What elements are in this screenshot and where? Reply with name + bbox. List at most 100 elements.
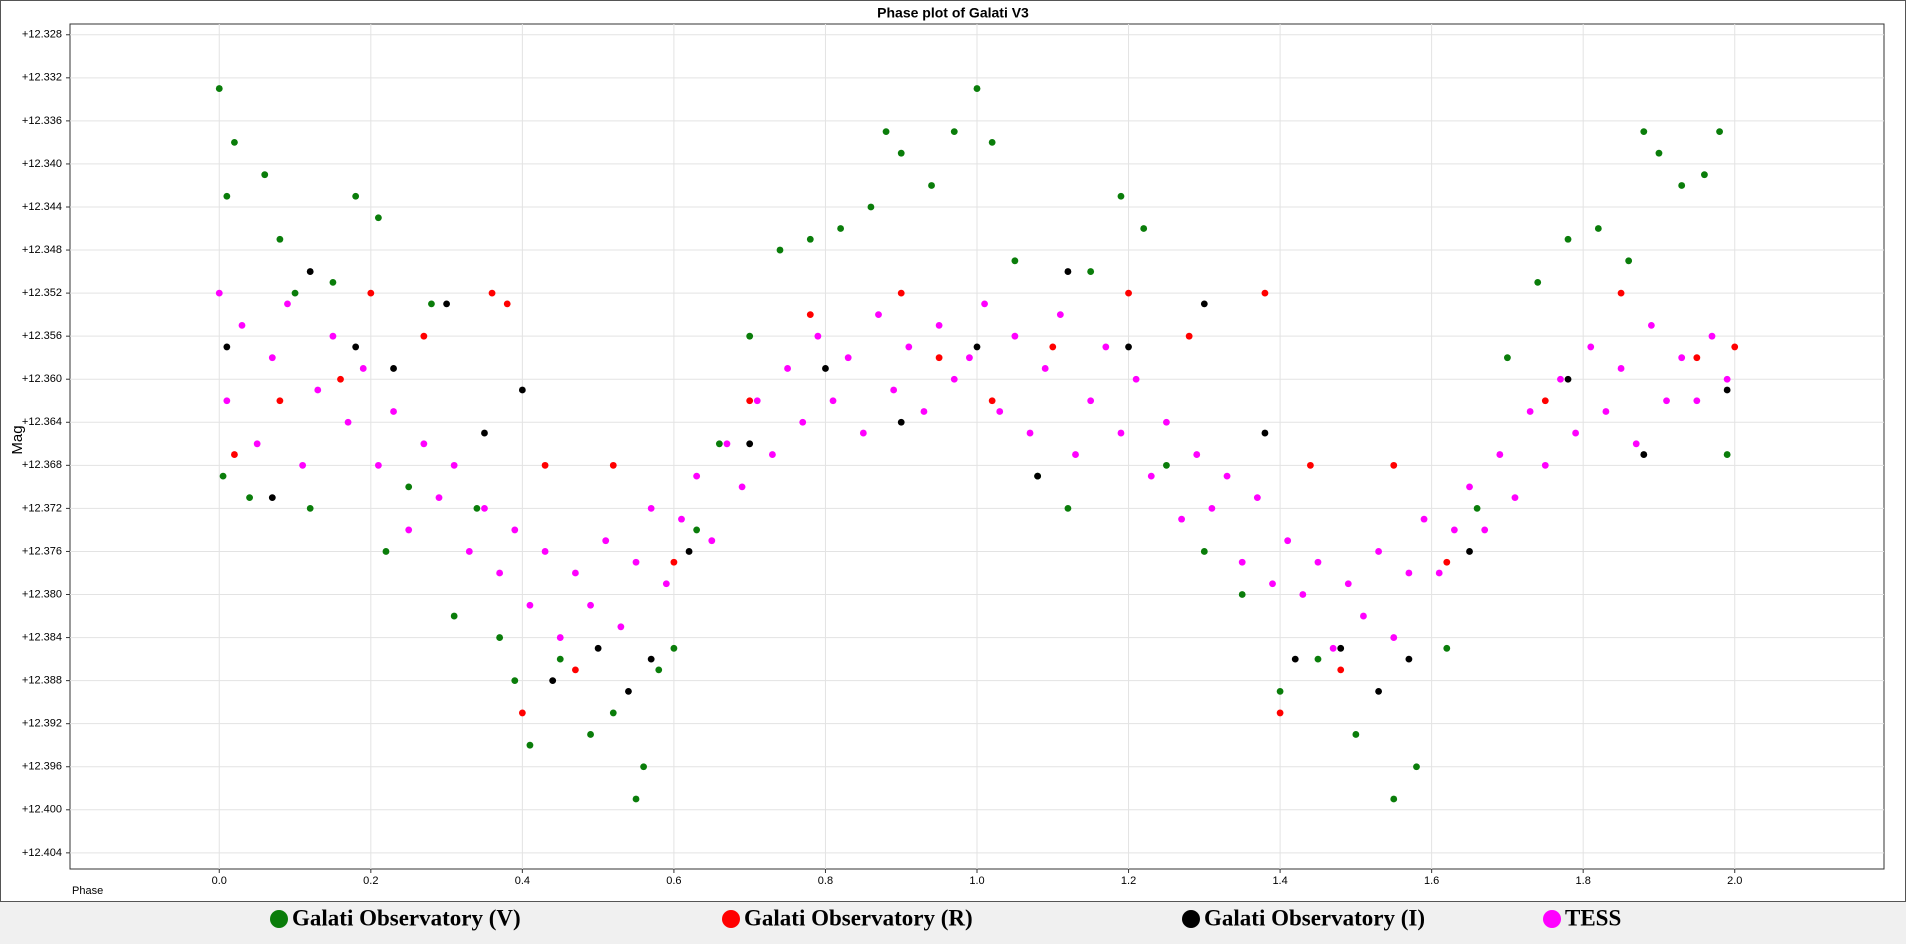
data-point (261, 171, 269, 179)
data-point (670, 558, 678, 566)
data-point (450, 612, 458, 620)
y-tick-label: +12.392 (22, 718, 62, 730)
data-point (223, 192, 231, 200)
x-tick-label: 1.4 (1272, 875, 1287, 887)
data-point (572, 666, 579, 674)
data-point (374, 461, 382, 469)
y-tick-label: +12.348 (22, 244, 62, 256)
y-tick-label: +12.384 (22, 631, 62, 643)
data-point (647, 504, 655, 512)
data-point (1041, 365, 1049, 372)
data-point (1466, 548, 1473, 555)
data-point (1541, 397, 1549, 405)
y-tick-label: +12.368 (22, 459, 62, 471)
data-point (776, 246, 784, 254)
data-point (1405, 655, 1413, 663)
data-point (617, 623, 625, 631)
data-point (935, 354, 943, 362)
data-point (473, 504, 481, 512)
legend-label: Galati Observatory (V) (292, 905, 521, 930)
data-point (1678, 354, 1686, 362)
data-point (632, 795, 640, 803)
y-tick-label: +12.388 (22, 675, 62, 687)
data-point (1557, 375, 1564, 383)
data-point (844, 354, 852, 362)
data-point (1132, 375, 1140, 383)
data-point (655, 666, 663, 674)
data-point (1026, 429, 1034, 437)
x-tick-label: 2.0 (1727, 875, 1742, 887)
data-point (806, 235, 814, 243)
data-point (1064, 504, 1072, 512)
data-point (1640, 451, 1648, 458)
data-point (1200, 548, 1208, 555)
data-point (685, 548, 693, 555)
data-point (1443, 558, 1451, 566)
chart-title: Phase plot of Galati V3 (877, 5, 1029, 21)
data-point (518, 386, 526, 394)
data-point (1011, 257, 1019, 265)
y-tick-label: +12.332 (22, 72, 62, 84)
data-point (503, 300, 511, 308)
x-tick-label: 0.4 (515, 875, 530, 887)
data-point (215, 85, 223, 92)
data-point (1663, 397, 1670, 405)
data-point (875, 311, 882, 319)
data-point (1200, 300, 1208, 308)
data-point (609, 709, 617, 717)
data-point (1435, 569, 1443, 577)
data-point (1299, 591, 1307, 598)
data-point (223, 397, 231, 405)
data-point (1049, 343, 1057, 351)
data-point (632, 558, 640, 566)
data-point (1238, 591, 1246, 598)
data-point (1708, 332, 1716, 340)
data-point (556, 634, 564, 641)
data-point (1178, 515, 1185, 523)
data-point (518, 709, 526, 717)
data-point (1337, 666, 1345, 674)
data-point (1731, 343, 1739, 351)
data-point (609, 461, 617, 469)
data-point (314, 386, 322, 394)
data-point (337, 375, 344, 383)
data-point (231, 451, 238, 458)
data-point (693, 526, 701, 534)
data-point (1344, 580, 1352, 588)
data-point (867, 203, 875, 211)
data-point (1117, 429, 1125, 437)
data-point (1087, 268, 1095, 275)
data-point (837, 225, 845, 232)
data-point (390, 408, 397, 415)
data-point (382, 548, 390, 555)
data-point (1056, 311, 1064, 319)
data-point (428, 300, 435, 308)
data-point (753, 397, 761, 405)
y-axis-label: Mag (9, 425, 26, 454)
data-point (973, 343, 981, 351)
data-point (594, 644, 602, 652)
data-point (1723, 451, 1731, 458)
data-point (988, 397, 996, 405)
y-tick-label: +12.396 (22, 761, 62, 773)
data-point (223, 343, 231, 351)
y-tick-label: +12.336 (22, 115, 62, 127)
data-point (587, 731, 594, 738)
data-point (231, 139, 238, 146)
data-point (640, 763, 647, 771)
data-point (1481, 526, 1489, 534)
data-point (738, 483, 746, 491)
data-point (238, 322, 246, 329)
data-point (1072, 451, 1079, 458)
data-point (935, 322, 943, 329)
data-point (344, 418, 352, 426)
data-point (367, 289, 375, 297)
legend-marker (1543, 910, 1561, 928)
data-point (420, 332, 428, 340)
data-point (708, 537, 716, 545)
data-point (1125, 343, 1132, 351)
data-point (1693, 397, 1701, 405)
legend-marker (1182, 910, 1200, 928)
x-tick-label: 0.6 (666, 875, 681, 887)
data-point (1564, 235, 1572, 243)
